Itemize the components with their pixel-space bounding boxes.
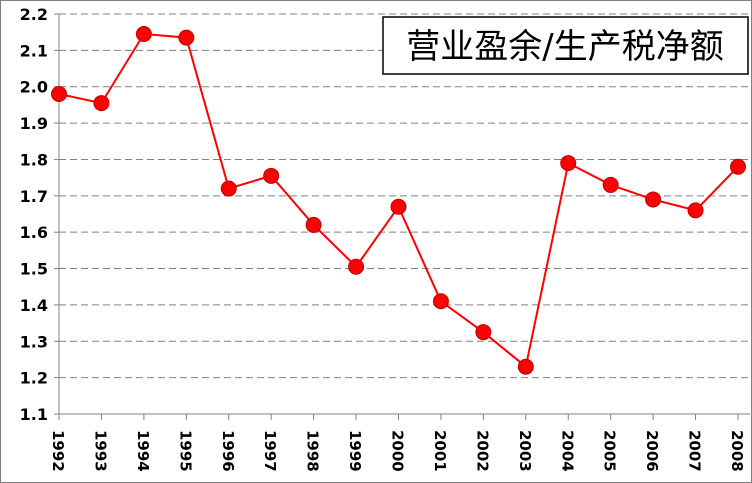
x-tick-label: 2005 [601,430,619,472]
x-tick-label: 2000 [389,430,407,472]
x-tick-label: 2004 [558,430,576,472]
x-tick-label: 2007 [686,430,704,472]
x-tick-label: 1997 [261,430,279,472]
x-tick-label: 2008 [728,430,746,472]
data-point [220,180,237,197]
axes [54,13,750,420]
x-tick-label: 1996 [219,430,237,472]
y-tick-label: 2.2 [20,5,48,24]
x-tick-label: 2002 [473,430,491,472]
x-tick-label: 1993 [91,430,109,472]
x-tick-label: 1999 [346,430,364,472]
data-point [730,158,746,175]
data-point [305,216,322,233]
x-tick-label: 1994 [134,430,152,472]
y-tick-label: 1.9 [20,114,48,133]
data-point [602,176,619,193]
x-tick-label: 2001 [431,430,449,472]
data-point [475,324,492,341]
x-tick-label: 1998 [304,430,322,472]
x-tick-labels: 1992 1993 1994 1995 1996 1997 1998 1999 2000 2001… [49,430,746,472]
data-point [178,29,195,46]
title-frame [382,16,749,75]
y-tick-label: 1.6 [20,223,48,242]
y-tick-labels: 1.1 1.2 1.3 1.4 1.5 1.6 1.7 1.8 1.9 2.0 2.1 2.2 [20,5,48,424]
chart-title-box: 营业盈余/生产税净额 [382,16,749,75]
y-tick-label: 2.1 [20,41,48,60]
data-point [432,293,449,310]
x-tick-label: 1992 [49,430,67,472]
data-point [51,86,67,102]
data-point [645,191,662,208]
chart-title: 营业盈余/生产税净额 [406,27,723,67]
y-tick-label: 1.4 [20,296,48,315]
data-point [263,167,280,184]
data-point [517,358,534,375]
data-point [135,26,152,42]
y-tick-label: 1.8 [20,150,48,169]
y-tick-label: 1.5 [20,260,48,279]
x-tick-label: 2006 [643,430,661,472]
data-point [560,155,577,172]
x-tick-label: 1995 [176,430,194,472]
y-tick-label: 1.2 [20,369,48,388]
y-tick-label: 1.1 [20,405,48,424]
y-tick-label: 2.0 [20,78,48,97]
data-point [348,258,365,275]
data-point [93,95,110,112]
y-tick-label: 1.7 [20,187,48,206]
data-point [687,202,704,219]
y-tick-label: 1.3 [20,332,48,351]
x-tick-label: 2003 [516,430,534,472]
series-group [51,26,746,375]
data-point [390,198,407,215]
